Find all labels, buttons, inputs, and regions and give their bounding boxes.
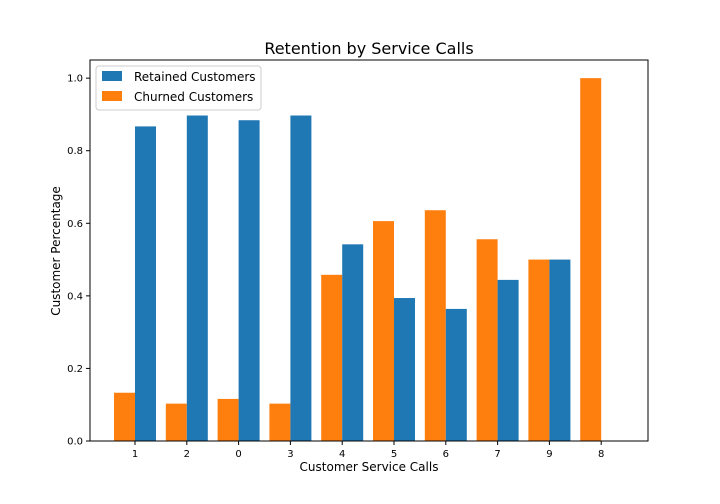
y-tick-label: 1.0 [67, 74, 83, 85]
legend-label-retained: Retained Customers [134, 70, 256, 84]
bar-retained-2 [186, 115, 208, 442]
y-tick-label: 0.0 [67, 437, 83, 448]
x-tick-label: 0 [235, 449, 241, 460]
bar-churned-3 [269, 403, 291, 441]
y-tick-label: 0.2 [67, 364, 83, 375]
bar-churned-8 [580, 78, 602, 441]
y-tick-label: 0.4 [67, 291, 83, 302]
x-tick-label: 1 [132, 449, 138, 460]
y-tick-label: 0.8 [67, 146, 83, 157]
chart-title: Retention by Service Calls [264, 39, 473, 58]
x-tick-label: 9 [546, 449, 552, 460]
y-axis-label: Customer Percentage [49, 186, 63, 316]
x-tick-label: 3 [287, 449, 293, 460]
bar-retained-7 [497, 279, 519, 441]
bar-churned-4 [321, 274, 343, 441]
x-tick-label: 8 [598, 449, 604, 460]
legend-swatch-retained [102, 71, 122, 81]
legend-swatch-churned [102, 91, 122, 101]
bar-churned-2 [165, 403, 187, 441]
legend: Retained Customers Churned Customers [95, 65, 262, 111]
bar-churned-0 [217, 398, 239, 441]
plot-frame [89, 59, 649, 442]
y-tick-label: 0.6 [67, 219, 83, 230]
x-tick-label: 7 [494, 449, 500, 460]
legend-label-churned: Churned Customers [134, 90, 253, 104]
x-tick-label: 2 [184, 449, 190, 460]
bar-retained-3 [290, 115, 312, 442]
x-axis-label: Customer Service Calls [300, 460, 439, 474]
bar-retained-6 [445, 308, 467, 441]
bar-churned-7 [476, 239, 498, 441]
bar-retained-5 [394, 298, 415, 441]
bar-retained-0 [238, 120, 260, 441]
bar-retained-4 [342, 244, 364, 441]
y-axis-ticks: 0.0 0.2 0.4 0.6 0.8 1.0 [67, 74, 90, 448]
x-tick-label: 6 [443, 449, 449, 460]
bar-churned-5 [373, 221, 394, 441]
x-axis-ticks: 1 2 0 3 4 5 6 7 9 8 [132, 441, 604, 460]
bar-churned-1 [114, 392, 135, 441]
bar-retained-9 [549, 259, 571, 441]
x-tick-label: 4 [339, 449, 345, 460]
legend-frame [95, 65, 262, 111]
bars [114, 78, 602, 442]
bar-retained-1 [135, 126, 156, 442]
x-tick-label: 5 [391, 449, 397, 460]
bar-churned-6 [424, 210, 446, 441]
bar-churned-9 [528, 259, 550, 441]
